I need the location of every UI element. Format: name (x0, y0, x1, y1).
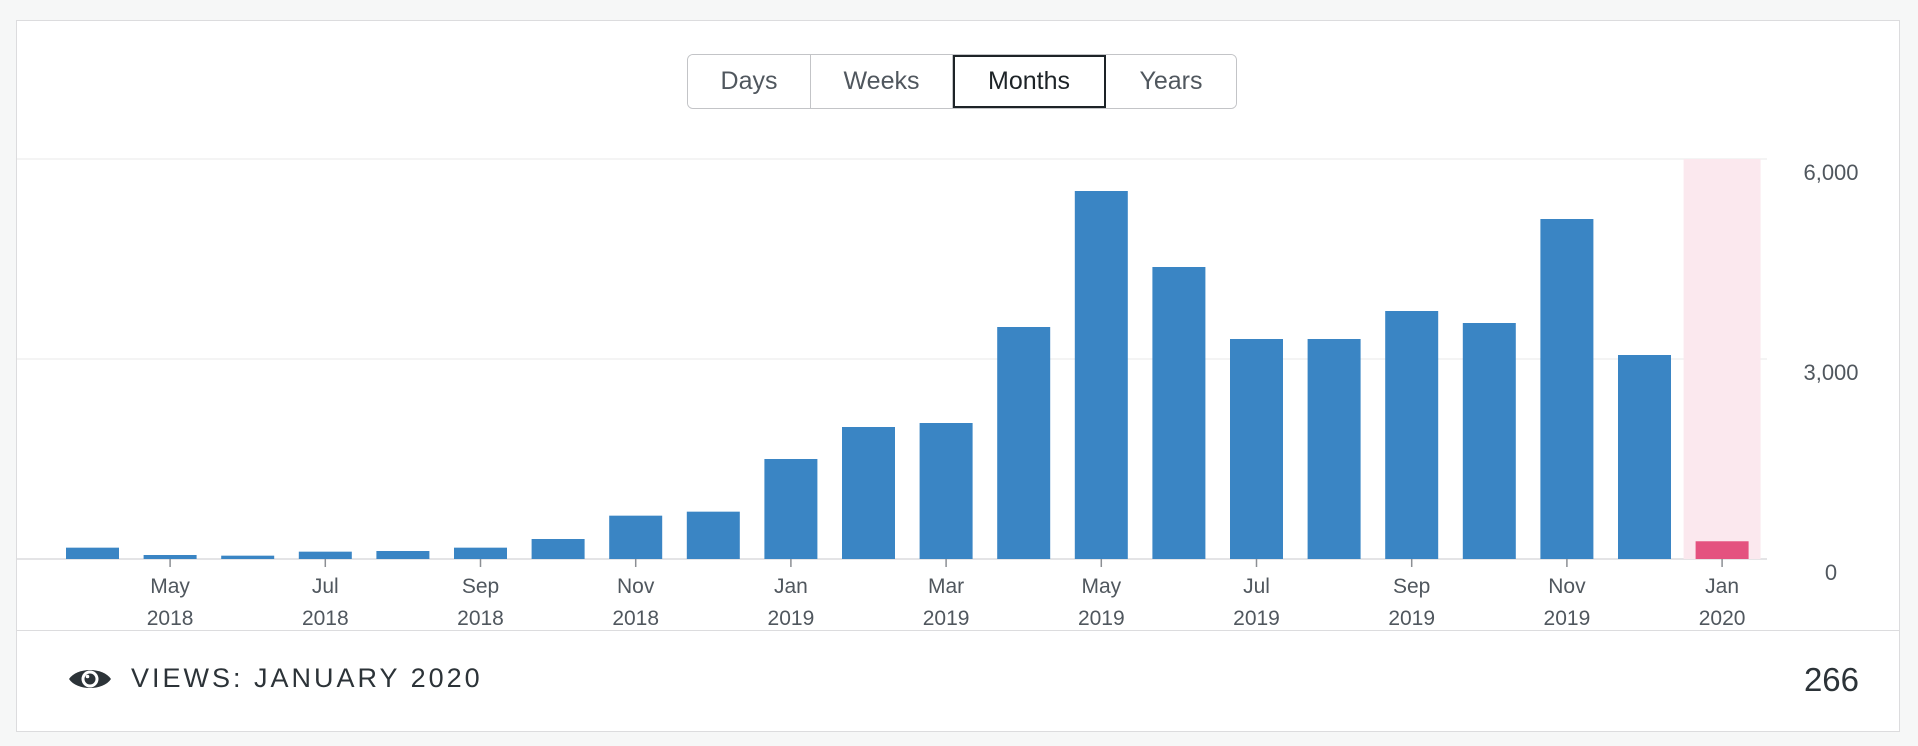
y-tick-label: 0 (1825, 560, 1837, 585)
chart-bars (66, 191, 1749, 559)
x-tick-year: 2019 (1388, 607, 1435, 630)
period-weeks-button[interactable]: Weeks (811, 55, 953, 108)
y-tick-label: 6,000 (1803, 160, 1858, 185)
bar-nov-2019[interactable] (1540, 219, 1594, 559)
selected-period-band (1683, 159, 1761, 559)
y-axis-labels: 0 3,000 6,000 (1803, 160, 1858, 585)
bar-apr-2019[interactable] (997, 327, 1051, 559)
x-axis-labels: May 2018 Jul 2018 Sep 2018 Nov 2018 Jan 2019 Mar 20… (147, 559, 1746, 630)
x-tick-month: May (150, 575, 190, 598)
bar-nov-2018[interactable] (609, 515, 663, 559)
x-tick-month: May (1081, 575, 1121, 598)
bar-dec-2019[interactable] (1618, 355, 1671, 559)
bar-feb-2019[interactable] (842, 427, 895, 559)
bar-sep-2018[interactable] (454, 547, 507, 559)
period-months-button[interactable]: Months (953, 55, 1106, 108)
views-summary-value: 266 (1803, 661, 1859, 698)
views-bar-chart: May 2018 Jul 2018 Sep 2018 Nov 2018 Jan 2019 Mar 20… (17, 158, 1859, 630)
views-summary-label: VIEWS: JANUARY 2020 (131, 663, 483, 693)
x-tick-year: 2018 (302, 607, 349, 630)
bar-jan-2020[interactable] (1695, 541, 1749, 559)
views-summary: VIEWS: JANUARY 2020 266 (17, 630, 1899, 731)
y-tick-label: 3,000 (1803, 360, 1858, 385)
x-tick-month: Sep (462, 575, 499, 598)
selected-band (1683, 159, 1761, 559)
x-tick-year: 2019 (1233, 607, 1280, 630)
period-days-button[interactable]: Days (688, 55, 811, 108)
x-tick-year: 2020 (1699, 607, 1746, 630)
eye-icon (69, 670, 111, 688)
bar-jun-2019[interactable] (1152, 267, 1206, 559)
bar-jul-2019[interactable] (1230, 339, 1283, 559)
bar-jul-2018[interactable] (298, 551, 352, 559)
x-tick-year: 2019 (768, 607, 815, 630)
x-tick-month: Mar (928, 575, 964, 598)
x-tick-month: Jul (312, 575, 339, 598)
bar-oct-2019[interactable] (1462, 323, 1516, 559)
x-tick-month: Jan (774, 575, 808, 598)
x-tick-month: Jul (1243, 575, 1270, 598)
bar-may-2019[interactable] (1074, 191, 1128, 559)
bar-jun-2018[interactable] (221, 555, 275, 559)
x-tick-year: 2019 (923, 607, 970, 630)
bar-aug-2018[interactable] (376, 551, 430, 559)
x-tick-month: Jan (1705, 575, 1739, 598)
bar-dec-2018[interactable] (686, 511, 740, 559)
bar-apr-2018[interactable] (66, 547, 119, 559)
bar-mar-2019[interactable] (919, 423, 973, 559)
x-tick-year: 2019 (1078, 607, 1125, 630)
period-toggle: Days Weeks Months Years (687, 54, 1237, 109)
x-tick-month: Nov (617, 575, 655, 598)
x-tick-year: 2018 (147, 607, 194, 630)
x-tick-year: 2018 (457, 607, 504, 630)
bar-oct-2018[interactable] (531, 539, 585, 559)
x-tick-month: Nov (1548, 575, 1586, 598)
period-years-button[interactable]: Years (1106, 55, 1236, 108)
bar-sep-2019[interactable] (1385, 311, 1439, 559)
bar-may-2018[interactable] (143, 555, 197, 559)
stats-card: Days Weeks Months Years May 2018 Jul 2018 Se… (16, 20, 1900, 732)
x-tick-year: 2019 (1544, 607, 1591, 630)
x-tick-year: 2018 (612, 607, 659, 630)
bar-aug-2019[interactable] (1307, 339, 1361, 559)
x-tick-month: Sep (1393, 575, 1430, 598)
bar-jan-2019[interactable] (764, 459, 818, 559)
